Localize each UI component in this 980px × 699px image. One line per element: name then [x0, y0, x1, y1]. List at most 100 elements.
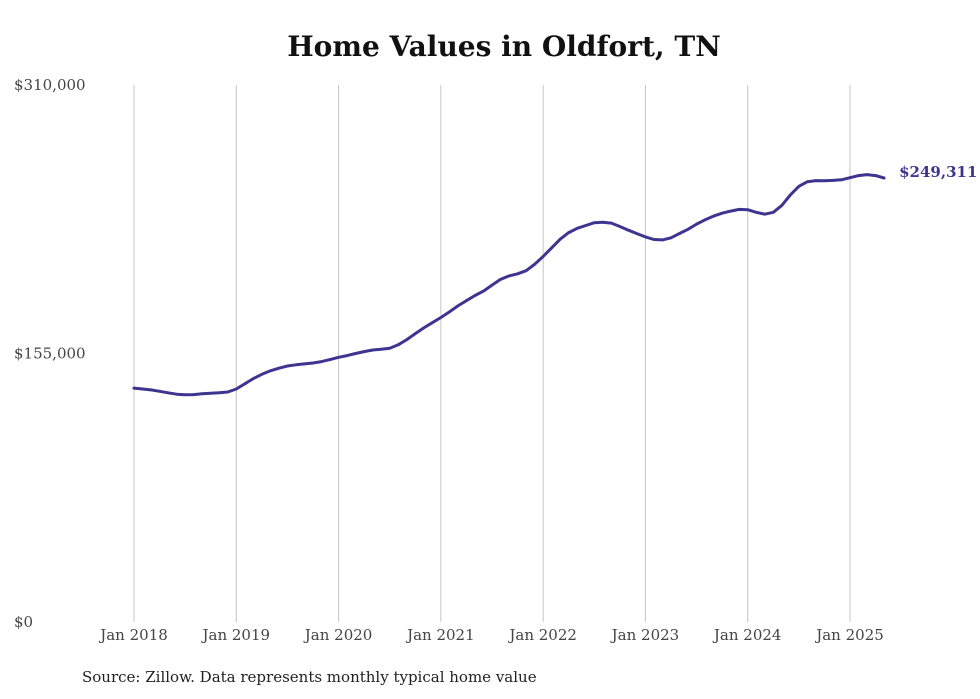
x-axis: Jan 2018 Jan 2019 Jan 2020 Jan 2021 Jan 2022… — [98, 626, 884, 644]
data-point — [354, 352, 357, 355]
y-tick-label: $155,000 — [14, 345, 86, 363]
data-point — [823, 179, 826, 183]
data-point — [789, 193, 792, 197]
gridlines — [133, 85, 851, 622]
y-axis: $0 $155,000 $310,000 — [14, 76, 86, 631]
x-tick-label: Jan 2019 — [201, 626, 271, 644]
data-point — [192, 393, 195, 396]
data-point — [558, 237, 562, 241]
end-value-label: $249,311 — [899, 163, 977, 181]
data-point — [703, 218, 707, 222]
x-tick-label: Jan 2022 — [507, 626, 577, 644]
data-point — [217, 391, 221, 395]
data-point — [235, 387, 238, 391]
data-point — [252, 377, 255, 380]
data-point — [661, 238, 664, 242]
data-point — [141, 387, 144, 391]
x-tick-label: Jan 2018 — [98, 626, 168, 644]
data-point — [337, 356, 340, 359]
x-tick-label: Jan 2024 — [712, 626, 782, 644]
data-point — [473, 294, 477, 297]
data-point — [678, 232, 681, 235]
data-point — [396, 343, 400, 347]
data-point — [405, 338, 409, 341]
data-point — [490, 283, 494, 287]
data-point — [729, 209, 732, 213]
data-point — [260, 373, 264, 376]
x-tick-label: Jan 2025 — [814, 626, 884, 644]
y-tick-label: $0 — [14, 613, 33, 631]
data-point — [516, 272, 519, 276]
data-point — [831, 179, 835, 182]
data-point — [593, 221, 596, 224]
data-point — [328, 358, 332, 361]
data-point — [311, 361, 315, 365]
data-point — [158, 390, 161, 393]
data-point — [422, 326, 426, 330]
data-point — [857, 174, 860, 177]
x-tick-label: Jan 2021 — [405, 626, 475, 644]
data-point — [209, 391, 212, 395]
data-point — [414, 332, 417, 335]
data-point — [865, 173, 869, 176]
data-point — [320, 360, 323, 363]
data-point — [712, 214, 715, 218]
data-point — [840, 178, 843, 182]
data-point — [499, 278, 502, 281]
data-point — [567, 231, 570, 234]
source-note: Source: Zillow. Data represents monthly … — [82, 668, 537, 686]
data-point — [780, 204, 784, 207]
data-point — [175, 392, 178, 396]
data-point — [772, 211, 775, 214]
data-point — [754, 211, 758, 214]
data-point — [610, 221, 613, 225]
data-point — [882, 176, 886, 180]
data-point — [379, 347, 383, 351]
x-tick-label: Jan 2023 — [610, 626, 680, 644]
series-layer: $249,311 — [132, 163, 977, 397]
data-point — [183, 393, 187, 397]
data-point — [431, 321, 434, 325]
data-point — [652, 238, 656, 241]
data-point — [243, 382, 247, 386]
data-point — [635, 232, 639, 235]
data-point — [618, 225, 622, 228]
data-point — [456, 304, 460, 308]
data-point — [294, 363, 298, 367]
data-point — [533, 263, 536, 266]
data-point — [482, 289, 485, 293]
data-point — [345, 354, 349, 357]
data-point — [644, 235, 647, 239]
data-point — [269, 369, 272, 373]
data-point — [669, 236, 673, 240]
data-point — [524, 269, 528, 273]
data-point — [584, 224, 588, 227]
data-point — [465, 299, 468, 303]
data-point — [362, 350, 366, 353]
data-point — [439, 316, 443, 319]
data-point — [286, 364, 289, 368]
data-point — [166, 391, 170, 395]
data-point — [797, 185, 801, 188]
data-point — [226, 390, 230, 394]
data-point — [806, 180, 809, 183]
data-point — [601, 220, 605, 224]
data-point — [848, 176, 852, 179]
data-point — [695, 222, 698, 226]
data-point — [550, 246, 553, 250]
data-point — [814, 179, 818, 182]
data-point — [303, 362, 306, 366]
data-point — [371, 348, 375, 352]
data-point — [149, 388, 153, 392]
y-tick-label: $310,000 — [14, 76, 86, 94]
data-point — [627, 228, 630, 232]
data-point — [448, 310, 451, 314]
data-point — [277, 366, 281, 370]
chart-title: Home Values in Oldfort, TN — [287, 30, 721, 63]
data-point — [720, 211, 724, 215]
x-tick-label: Jan 2020 — [303, 626, 373, 644]
data-point — [686, 228, 690, 231]
data-point — [507, 274, 511, 278]
data-point — [874, 174, 877, 177]
